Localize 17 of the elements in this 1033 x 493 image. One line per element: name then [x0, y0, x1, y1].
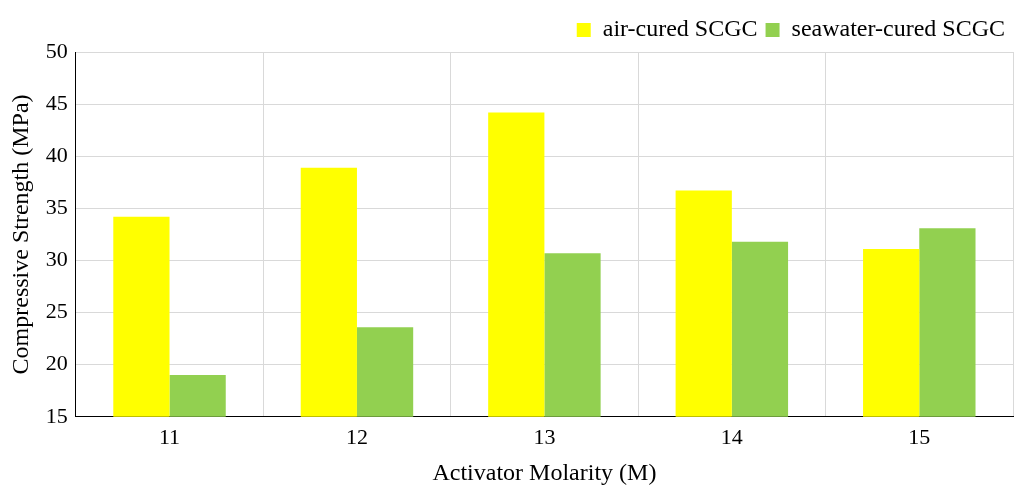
x-tick-label: 14: [720, 423, 743, 449]
x-tick-label: 12: [345, 423, 368, 449]
y-axis-title: Compressive Strength (MPa): [6, 94, 33, 375]
x-tick-label: 11: [158, 423, 181, 449]
x-tick-label: 15: [908, 423, 931, 449]
legend-label: air-cured SCGC: [602, 15, 758, 42]
y-tick-label: 20: [45, 350, 68, 376]
y-tick-label: 15: [45, 402, 68, 428]
legend-label: seawater-cured SCGC: [791, 15, 1006, 42]
y-tick-label: 50: [45, 37, 68, 63]
x-axis-title: Activator Molarity (M): [432, 458, 657, 485]
y-tick-label: 25: [45, 298, 68, 324]
y-tick-label: 35: [45, 194, 68, 220]
y-tick-label: 40: [45, 142, 68, 168]
y-tick-label: 45: [45, 89, 68, 115]
y-tick-label: 30: [45, 246, 68, 272]
x-tick-label: 13: [533, 423, 556, 449]
